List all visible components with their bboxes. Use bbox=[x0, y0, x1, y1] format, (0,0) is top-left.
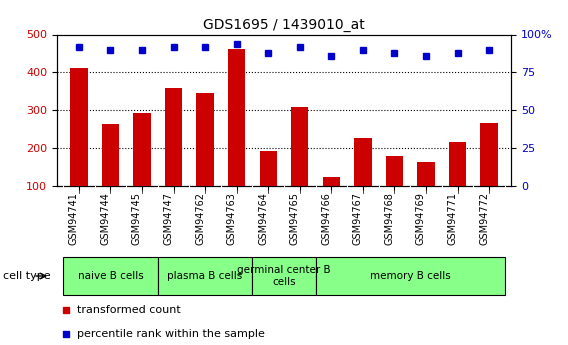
Text: cell type: cell type bbox=[3, 271, 51, 281]
Text: GSM94769: GSM94769 bbox=[416, 192, 426, 245]
Bar bbox=[316, 257, 505, 295]
Bar bbox=[291, 107, 308, 186]
Text: naive B cells: naive B cells bbox=[78, 271, 143, 281]
Bar bbox=[260, 151, 277, 186]
Bar bbox=[386, 156, 403, 186]
Text: GSM94765: GSM94765 bbox=[290, 192, 300, 245]
Bar bbox=[228, 49, 245, 186]
Text: GSM94741: GSM94741 bbox=[69, 192, 79, 245]
Text: GSM94763: GSM94763 bbox=[227, 192, 237, 245]
Text: GSM94762: GSM94762 bbox=[195, 192, 205, 245]
Bar bbox=[417, 161, 435, 186]
Text: GSM94766: GSM94766 bbox=[321, 192, 331, 245]
Text: GSM94764: GSM94764 bbox=[258, 192, 268, 245]
Bar bbox=[252, 257, 316, 295]
Bar bbox=[102, 124, 119, 186]
Text: plasma B cells: plasma B cells bbox=[168, 271, 243, 281]
Text: GSM94772: GSM94772 bbox=[479, 192, 489, 245]
Text: GSM94767: GSM94767 bbox=[353, 192, 363, 245]
Bar bbox=[197, 93, 214, 186]
Text: transformed count: transformed count bbox=[77, 305, 181, 315]
Text: GSM94771: GSM94771 bbox=[448, 192, 458, 245]
Bar bbox=[158, 257, 252, 295]
Text: GSM94768: GSM94768 bbox=[385, 192, 394, 245]
Bar bbox=[449, 141, 466, 186]
Bar bbox=[133, 114, 151, 186]
Bar bbox=[165, 88, 182, 186]
Title: GDS1695 / 1439010_at: GDS1695 / 1439010_at bbox=[203, 18, 365, 32]
Bar bbox=[70, 68, 87, 186]
Text: GSM94744: GSM94744 bbox=[101, 192, 110, 245]
Bar bbox=[481, 122, 498, 186]
Text: GSM94747: GSM94747 bbox=[164, 192, 174, 245]
Bar bbox=[354, 138, 371, 186]
Text: percentile rank within the sample: percentile rank within the sample bbox=[77, 329, 265, 339]
Text: GSM94745: GSM94745 bbox=[132, 192, 142, 245]
Text: germinal center B
cells: germinal center B cells bbox=[237, 265, 331, 287]
Bar bbox=[63, 257, 158, 295]
Bar bbox=[323, 177, 340, 186]
Text: memory B cells: memory B cells bbox=[370, 271, 450, 281]
